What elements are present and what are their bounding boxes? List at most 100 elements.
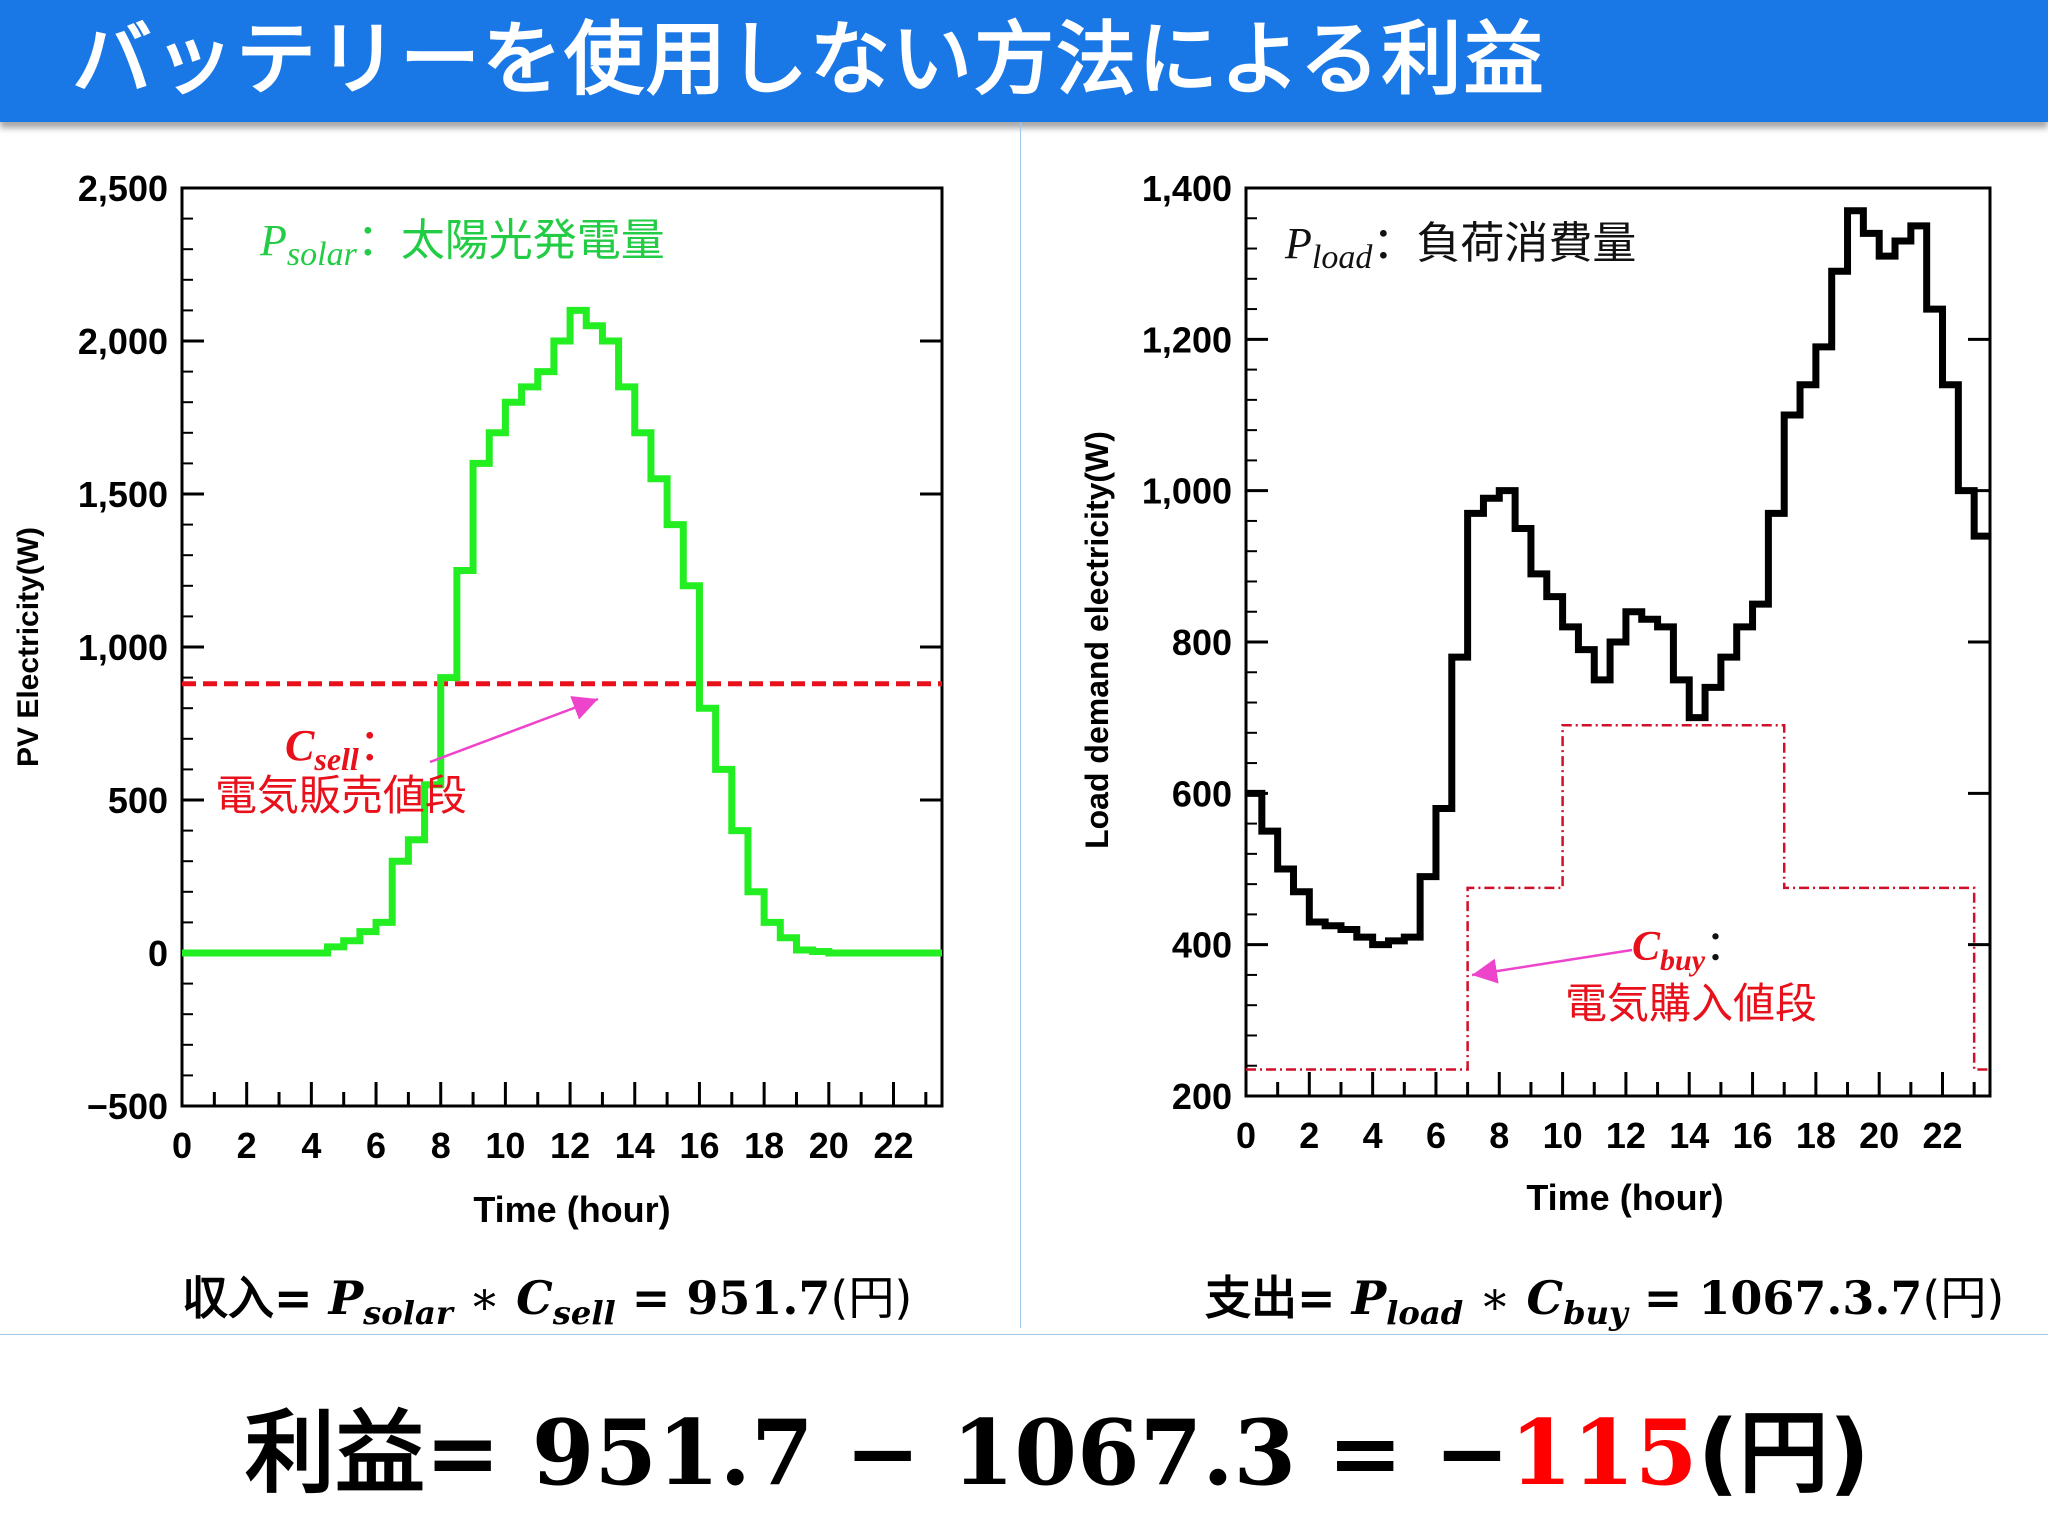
x-tick-label: 22 [873,1125,913,1166]
y-tick-label: 500 [108,780,168,821]
legend-symbol: P [1284,219,1312,268]
y-tick-label: 2,500 [78,168,168,209]
x-tick-label: 18 [744,1125,784,1166]
legend-text: 負荷消費量 [1416,218,1636,269]
y-tick-labels: 2,500 2,000 1,500 1,000 500 0 −500 [78,168,168,1127]
profit-a: 951.7 [531,1400,814,1506]
expense-c: C [1526,1271,1564,1325]
expense-eq: = [1643,1271,1683,1325]
y-tick-label: 800 [1172,622,1232,663]
x-tick-label: 14 [615,1125,655,1166]
x-tick-labels: 0 2 4 6 8 10 12 14 16 18 20 22 [172,1125,914,1166]
x-tick-label: 0 [1236,1115,1256,1156]
expense-value: 1067.3.7 [1698,1271,1923,1325]
x-tick-label: 12 [550,1125,590,1166]
x-tick-label: 8 [1489,1115,1509,1156]
profit-label: 利益= [245,1401,501,1506]
svg-text:Psolar：太陽光発電量: Psolar：太陽光発電量 [259,215,665,273]
income-p-sub: solar [363,1294,453,1333]
y-tick-label: 1,400 [1142,168,1232,209]
x-tick-label: 22 [1922,1115,1962,1156]
income-formula: 収入= Psolar ∗ Csell = 951.7(円) [182,1262,912,1332]
annotation-sub: buy [1660,944,1706,977]
x-tick-label: 8 [431,1125,451,1166]
load-series-line [1246,207,1990,949]
x-tick-label: 6 [366,1125,386,1166]
svg-text:Cbuy：: Cbuy： [1632,921,1747,977]
profit-sign: − [1434,1400,1510,1506]
x-tick-label: 16 [1733,1115,1773,1156]
x-tick-label: 10 [1543,1115,1583,1156]
tick-marks [1244,186,1990,1098]
expense-p: P [1351,1271,1387,1325]
annotation-buy: Cbuy： 電気購入値段 [1565,921,1817,1028]
x-tick-label: 6 [1426,1115,1446,1156]
y-tick-label: 600 [1172,773,1232,814]
y-tick-labels: 1,400 1,200 1,000 800 600 400 200 [1142,168,1232,1117]
y-tick-label: 0 [148,933,168,974]
x-tick-label: 16 [679,1125,719,1166]
y-tick-label: 2,000 [78,321,168,362]
expense-unit: (円) [1922,1271,2005,1325]
legend-load: Pload：負荷消費量 [1284,218,1636,276]
legend-sep: ： [357,215,401,266]
y-axis-label: PV Electricity(W) [12,527,45,767]
legend-solar: Psolar：太陽光発電量 [259,215,665,273]
annotation-sep: ： [359,720,403,771]
expense-p-sub: load [1386,1294,1464,1333]
expense-c-sub: buy [1563,1294,1628,1333]
annotation-symbol: C [285,721,315,770]
income-op: ∗ [468,1271,501,1325]
expense-formula: 支出= Pload ∗ Cbuy = 1067.3.7(円) [1205,1262,2004,1332]
y-tick-label: 1,500 [78,474,168,515]
income-unit: (円) [830,1271,913,1325]
y-tick-label: 200 [1172,1076,1232,1117]
buy-price-line [1246,723,1990,1071]
annotation-sep: ： [1705,921,1747,970]
y-tick-label: 1,000 [78,627,168,668]
x-tick-label: 2 [237,1125,257,1166]
svg-text:Pload：負荷消費量: Pload：負荷消費量 [1284,218,1636,276]
profit-eq: = [1327,1400,1403,1506]
income-value: 951.7 [686,1271,831,1325]
expense-op: ∗ [1479,1271,1511,1325]
income-eq: = [631,1271,671,1325]
title-bar: バッテリーを使用しない方法による利益 [0,0,2048,122]
x-tick-label: 14 [1669,1115,1709,1156]
y-tick-label: 1,000 [1142,471,1232,512]
annotation-text: 電気購入値段 [1565,979,1817,1028]
y-tick-label: 400 [1172,925,1232,966]
legend-text: 太陽光発電量 [401,215,665,266]
x-axis-label: Time (hour) [473,1189,670,1230]
annotation-symbol: C [1632,924,1661,970]
x-tick-label: 18 [1796,1115,1836,1156]
x-tick-label: 12 [1606,1115,1646,1156]
y-tick-label: 1,200 [1142,319,1232,360]
income-label: 収入= [182,1271,313,1325]
y-tick-label: −500 [87,1086,168,1127]
expense-label: 支出= [1205,1271,1336,1325]
vertical-divider [1020,122,1021,1328]
x-axis-label: Time (hour) [1526,1177,1723,1218]
profit-formula: 利益= 951.7 − 1067.3 = −115(円) [245,1380,1870,1510]
income-c-sub: sell [552,1294,616,1333]
x-tick-label: 4 [1363,1115,1383,1156]
annotation-text: 電気販売値段 [215,771,467,820]
x-tick-label: 10 [485,1125,525,1166]
tick-marks [180,186,942,1108]
profit-minus: − [844,1400,921,1506]
x-tick-labels: 0 2 4 6 8 10 12 14 16 18 20 22 [1236,1115,1963,1156]
horizontal-divider [0,1334,2048,1335]
legend-sub: solar [287,236,358,273]
x-tick-label: 20 [809,1125,849,1166]
buy-annotation-arrow [1471,948,1633,984]
x-tick-label: 4 [301,1125,321,1166]
x-tick-label: 2 [1299,1115,1319,1156]
x-tick-label: 20 [1859,1115,1899,1156]
y-axis-label: Load demand electricity(W) [1079,431,1115,849]
svg-text:Csell：: Csell： [285,720,403,777]
profit-value: 115 [1509,1400,1698,1506]
profit-unit: (円) [1697,1401,1870,1506]
